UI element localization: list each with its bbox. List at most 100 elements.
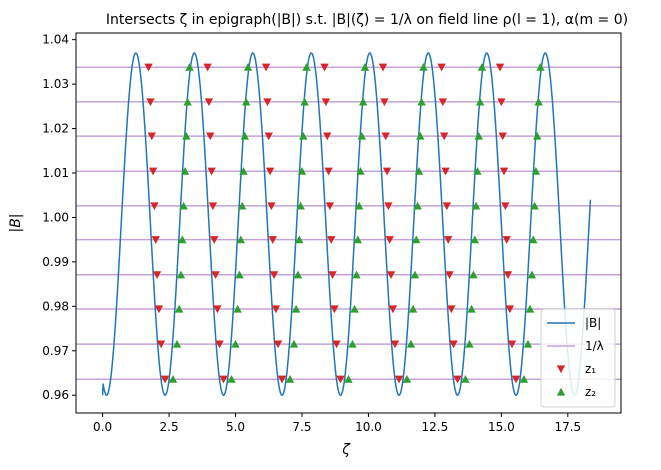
z2-marker-52: [467, 304, 476, 313]
z1-marker-4: [150, 202, 159, 211]
z1-marker-61: [497, 98, 506, 107]
z2-marker-58: [475, 97, 485, 106]
z2-marker-31: [348, 339, 357, 348]
z1-marker-9: [160, 375, 170, 384]
z2-marker-37: [357, 131, 366, 140]
z1-marker-22: [264, 132, 273, 141]
z1-marker-6: [152, 271, 162, 279]
z2-marker-62: [525, 304, 535, 313]
y-tick-label: 1.00: [42, 210, 69, 224]
z1-marker-14: [208, 202, 218, 211]
y-tick-label: 0.99: [42, 255, 69, 269]
z2-marker-5: [179, 201, 188, 210]
z2-marker-1: [172, 339, 182, 348]
legend-label-z1: z₁: [585, 362, 596, 376]
z1-markers: [144, 63, 521, 384]
z2-marker-59: [477, 63, 487, 71]
z2-marker-2: [174, 304, 184, 313]
x-tick-label: 2.5: [160, 420, 179, 434]
z2-marker-20: [285, 375, 295, 383]
z1-marker-56: [445, 271, 454, 279]
z1-marker-30: [320, 63, 329, 72]
z1-marker-34: [325, 202, 335, 211]
z1-marker-18: [215, 340, 224, 349]
z1-marker-25: [268, 236, 277, 244]
z2-marker-49: [419, 63, 428, 71]
z1-marker-65: [502, 236, 511, 244]
plot-frame: [75, 32, 622, 414]
x-tick-label: 12.5: [422, 420, 449, 434]
z2-marker-15: [237, 201, 247, 210]
z2-marker-21: [289, 339, 299, 348]
z2-marker-12: [233, 304, 242, 313]
z2-marker-11: [231, 339, 240, 348]
z1-marker-41: [380, 98, 389, 107]
z1-marker-10: [203, 63, 212, 72]
legend-swatch-z1: [556, 365, 566, 374]
z1-marker-66: [503, 271, 513, 279]
x-axis-label: ζ: [341, 442, 351, 458]
z2-marker-10: [227, 375, 236, 383]
y-tick-label: 1.01: [42, 166, 69, 180]
z2-marker-45: [413, 201, 422, 210]
y-tick-label: 1.04: [42, 33, 69, 47]
z1-marker-51: [438, 98, 448, 107]
z1-marker-48: [390, 340, 400, 349]
z1-marker-55: [443, 236, 453, 244]
x-tick-label: 0.0: [93, 420, 112, 434]
z2-marker-41: [406, 339, 416, 348]
z1-marker-35: [327, 236, 336, 244]
z1-marker-5: [151, 236, 160, 244]
z2-marker-14: [236, 235, 246, 244]
z2-marker-22: [291, 304, 301, 313]
z1-marker-20: [261, 63, 271, 72]
z2-marker-65: [530, 201, 539, 210]
x-tick-label: 7.5: [292, 420, 311, 434]
z1-marker-47: [388, 305, 398, 314]
z1-marker-19: [219, 375, 228, 384]
z2-marker-51: [465, 339, 474, 348]
z1-marker-39: [336, 375, 345, 384]
z2-marker-60: [519, 375, 529, 383]
x-tick-label: 15.0: [488, 420, 515, 434]
z2-marker-34: [353, 235, 363, 244]
z2-marker-33: [352, 270, 361, 279]
z2-marker-55: [471, 201, 481, 210]
z1-marker-62: [498, 132, 507, 141]
z2-marker-53: [469, 270, 478, 279]
z2-marker-28: [300, 97, 309, 106]
z1-marker-32: [323, 132, 332, 141]
z2-marker-6: [180, 167, 190, 175]
z2-marker-63: [527, 270, 537, 279]
z2-marker-42: [408, 304, 418, 313]
y-axis-ticks: 0.96 0.97 0.98 0.99 1.00 1.01 1.02 1.03 1.04: [42, 33, 76, 402]
z2-marker-29: [302, 63, 311, 71]
z1-marker-36: [328, 271, 337, 279]
z2-marker-54: [470, 235, 479, 244]
z1-marker-52: [440, 132, 449, 141]
z2-marker-39: [360, 63, 370, 71]
y-tick-label: 0.96: [42, 388, 69, 402]
y-tick-label: 1.02: [42, 122, 69, 136]
z1-marker-15: [210, 236, 219, 244]
z2-marker-8: [183, 97, 192, 106]
z2-marker-40: [402, 375, 412, 383]
z1-marker-68: [507, 340, 517, 349]
z2-markers: [168, 63, 545, 383]
y-axis-label: |B|: [8, 213, 24, 232]
z1-marker-54: [442, 202, 452, 211]
z1-marker-64: [501, 202, 510, 211]
z1-marker-27: [271, 305, 281, 314]
z1-marker-53: [441, 167, 450, 176]
z2-marker-18: [241, 97, 251, 106]
z1-marker-24: [267, 202, 276, 211]
z2-marker-9: [185, 63, 194, 71]
z2-marker-38: [358, 97, 368, 106]
z2-marker-4: [178, 235, 187, 244]
z2-marker-35: [354, 201, 364, 210]
z2-marker-24: [295, 235, 304, 244]
z2-marker-56: [473, 167, 482, 175]
z1-marker-12: [206, 132, 215, 141]
z2-marker-3: [176, 270, 186, 279]
